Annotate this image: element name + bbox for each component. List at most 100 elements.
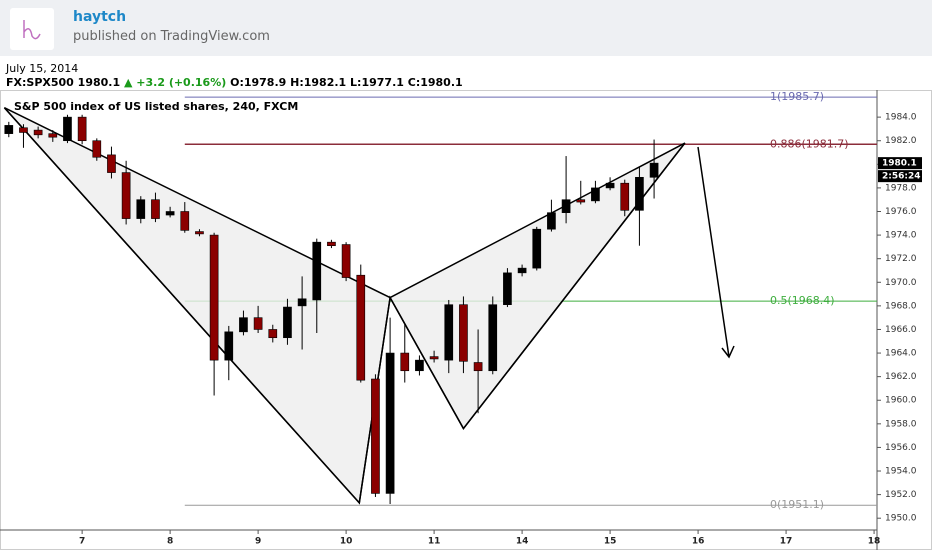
candle-body: [415, 359, 424, 372]
y-tick-label: 1952.0: [885, 490, 917, 500]
candle-body: [107, 154, 116, 173]
candle-body: [92, 140, 102, 158]
x-tick-label: 15: [604, 537, 617, 547]
level-label: 0.886(1981.7): [770, 137, 849, 150]
last-price-box: [878, 157, 922, 170]
candle-body: [561, 199, 571, 213]
candle-body: [297, 298, 307, 307]
level-label: 0(1951.1): [770, 498, 824, 511]
countdown-label: 2:56:24: [882, 172, 921, 182]
candle-body: [341, 244, 351, 278]
candle-body: [517, 267, 527, 274]
candle-body: [385, 352, 395, 494]
candle-body: [312, 241, 322, 301]
candle-body: [400, 352, 410, 372]
y-tick-label: 1982.0: [885, 136, 917, 146]
y-tick-label: 1960.0: [885, 396, 917, 406]
candle-body: [459, 304, 468, 362]
candle-body: [429, 356, 439, 360]
candle-body: [649, 162, 659, 178]
x-tick-label: 17: [780, 537, 793, 547]
candle-body: [239, 317, 248, 333]
candle-body: [591, 187, 600, 202]
candle-body: [224, 331, 234, 361]
y-tick-label: 1956.0: [885, 443, 917, 453]
candle-body: [63, 116, 72, 142]
header: haytch published on TradingView.com: [0, 0, 932, 56]
y-tick-label: 1968.0: [885, 301, 917, 311]
candle-body: [121, 172, 131, 219]
level-label: 0.5(1968.4): [770, 294, 835, 307]
y-tick-label: 1970.0: [885, 278, 917, 288]
y-tick-label: 1976.0: [885, 207, 917, 217]
candle-body: [33, 129, 43, 136]
y-tick-label: 1972.0: [885, 254, 917, 264]
author[interactable]: haytch: [73, 9, 127, 25]
low: L:1977.1: [350, 76, 404, 89]
y-tick-label: 1964.0: [885, 349, 917, 359]
pattern-line: [3, 107, 686, 505]
candle-body: [209, 234, 219, 361]
x-tick-label: 9: [255, 537, 261, 547]
y-tick-label: 1958.0: [885, 419, 917, 429]
level-label: 1(1985.7): [770, 90, 824, 103]
arrow: [697, 146, 735, 359]
countdown-box: [878, 170, 922, 183]
candle-body: [48, 133, 58, 138]
x-tick-label: 10: [340, 537, 353, 547]
candle-body: [283, 306, 292, 339]
x-tick-label: 18: [868, 537, 881, 547]
y-tick-label: 1974.0: [885, 231, 917, 241]
candle-body: [605, 182, 615, 189]
candle-body: [19, 127, 28, 133]
candle-body: [371, 378, 380, 494]
x-tick-label: 7: [79, 537, 85, 547]
candle-body: [77, 116, 87, 142]
candle-body: [503, 272, 512, 305]
candle-body: [4, 125, 14, 134]
y-tick-label: 1954.0: [885, 467, 917, 477]
candle-body: [136, 199, 146, 219]
avatar-icon: [23, 20, 41, 40]
chart-title: S&P 500 index of US listed shares, 240, …: [14, 100, 298, 113]
open: O:1978.9: [230, 76, 287, 89]
y-tick-label: 1978.0: [885, 183, 917, 193]
candle-body: [151, 199, 160, 219]
avatar[interactable]: [10, 8, 54, 50]
candle-body: [444, 304, 454, 361]
candle-body: [532, 228, 542, 269]
candle-body: [547, 212, 556, 230]
symbol: FX:SPX500: [6, 76, 74, 89]
y-tick-label: 1966.0: [885, 325, 917, 335]
candle-body: [473, 362, 483, 372]
close: C:1980.1: [407, 76, 463, 89]
x-tick-label: 14: [516, 537, 529, 547]
candle-body: [253, 317, 263, 330]
date: July 15, 2014: [6, 62, 79, 75]
symbol-info: FX:SPX500 1980.1 ▲ +3.2 (+0.16%) O:1978.…: [6, 76, 463, 89]
y-tick-label: 1984.0: [885, 113, 917, 123]
last-price-label: 1980.1: [882, 159, 917, 169]
y-tick-label: 1950.0: [885, 514, 917, 524]
published-note: published on TradingView.com: [73, 29, 270, 44]
up-icon: ▲: [123, 76, 133, 89]
change: +3.2 (+0.16%): [136, 76, 227, 89]
candle-body: [195, 231, 204, 235]
candle-body: [635, 176, 644, 211]
x-tick-label: 16: [692, 537, 705, 547]
y-tick-label: 1962.0: [885, 372, 917, 382]
candle-body: [268, 329, 278, 339]
candle-body: [488, 304, 498, 372]
x-tick-label: 8: [167, 537, 173, 547]
candle-body: [327, 241, 336, 247]
high: H:1982.1: [290, 76, 347, 89]
chart: S&P 500 index of US listed shares, 240, …: [0, 90, 932, 550]
candle-body: [576, 199, 586, 203]
candle-body: [356, 274, 366, 381]
last: 1980.1: [77, 76, 121, 89]
x-tick-label: 11: [428, 537, 441, 547]
candle-body: [180, 211, 190, 231]
candle-body: [165, 211, 175, 216]
candle-body: [620, 182, 630, 211]
